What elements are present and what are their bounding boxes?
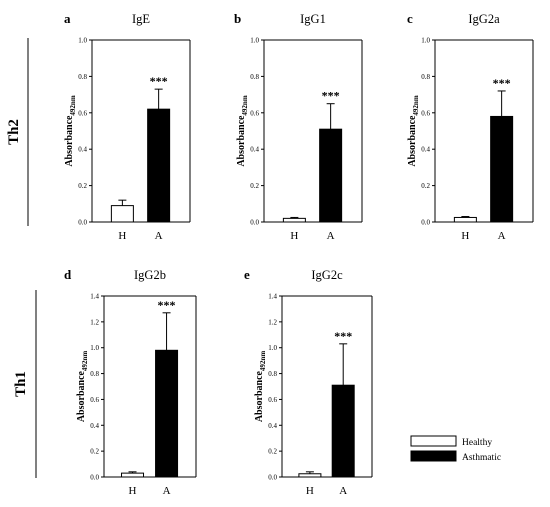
y-tick-label: 0.6 bbox=[421, 109, 430, 117]
y-tick-label: 0.4 bbox=[268, 422, 277, 430]
y-axis-label-main: Absorbance bbox=[236, 115, 247, 167]
bar-A bbox=[490, 115, 514, 223]
bar-H bbox=[282, 217, 306, 223]
y-axis-label-sub: 492nm bbox=[69, 95, 77, 115]
y-tick-label: 0.8 bbox=[78, 73, 87, 81]
significance-marker: *** bbox=[158, 298, 176, 312]
x-tick-label: A bbox=[155, 230, 163, 242]
group-label-th2: Th2 bbox=[6, 119, 22, 145]
x-tick-label: A bbox=[327, 230, 335, 242]
y-tick-label: 0.0 bbox=[421, 219, 430, 227]
y-tick-label: 0.2 bbox=[421, 182, 430, 190]
y-tick-label: 0.4 bbox=[90, 422, 99, 430]
y-axis-label-sub: 492nm bbox=[241, 95, 249, 115]
y-axis-label-sub: 492nm bbox=[81, 351, 89, 371]
y-tick-label: 0.2 bbox=[78, 182, 87, 190]
bar-A bbox=[155, 349, 179, 478]
y-tick-label: 1.2 bbox=[90, 318, 99, 326]
chart-title: IgG2b bbox=[134, 268, 166, 282]
y-axis-label-sub: 492nm bbox=[412, 95, 420, 115]
bar-A bbox=[331, 384, 355, 478]
chart-panel-d: d IgG2b 0.0 0.2 0.4 0.6 0.8 1.0 1.2 1.4 Absorbance… bbox=[64, 267, 197, 497]
bar-H bbox=[121, 472, 145, 478]
x-tick-label: A bbox=[163, 485, 171, 497]
y-tick-label: 0.2 bbox=[268, 448, 277, 456]
y-tick-label: 0.0 bbox=[90, 474, 99, 482]
chart-title: IgG2a bbox=[468, 12, 500, 26]
y-axis-label: Absorbance492nm bbox=[254, 351, 267, 423]
significance-marker: *** bbox=[334, 329, 352, 343]
y-tick-label: 1.4 bbox=[268, 293, 277, 301]
y-tick-label: 0.6 bbox=[268, 396, 277, 404]
x-tick-label: H bbox=[290, 230, 298, 242]
significance-marker: *** bbox=[322, 89, 340, 103]
chart-panel-e: e IgG2c 0.0 0.2 0.4 0.6 0.8 1.0 1.2 1.4 Absorbance… bbox=[244, 267, 373, 497]
y-tick-label: 0.4 bbox=[421, 146, 430, 154]
bar-H bbox=[110, 205, 134, 223]
bar-A bbox=[319, 128, 343, 223]
panel-letter: b bbox=[234, 11, 241, 26]
y-axis-label-main: Absorbance bbox=[76, 371, 87, 423]
y-tick-label: 0.0 bbox=[268, 474, 277, 482]
group-label-th1: Th1 bbox=[13, 371, 29, 397]
y-tick-label: 1.0 bbox=[78, 37, 87, 45]
y-tick-label: 0.2 bbox=[90, 448, 99, 456]
y-tick-label: 0.6 bbox=[90, 396, 99, 404]
significance-marker: *** bbox=[150, 74, 168, 88]
y-tick-label: 1.4 bbox=[90, 293, 99, 301]
y-tick-label: 1.0 bbox=[268, 344, 277, 352]
x-tick-label: H bbox=[306, 485, 314, 497]
x-tick-label: A bbox=[339, 485, 347, 497]
y-tick-label: 1.0 bbox=[250, 37, 259, 45]
panel-letter: a bbox=[64, 11, 71, 26]
panel-letter: e bbox=[244, 267, 250, 282]
panel-letter: d bbox=[64, 267, 72, 282]
chart-panel-c: c IgG2a 0.0 0.2 0.4 0.6 0.8 1.0 Absorbance492nm H… bbox=[407, 11, 534, 242]
y-axis-label-sub: 492nm bbox=[259, 351, 267, 371]
y-tick-label: 0.8 bbox=[250, 73, 259, 81]
y-tick-label: 0.4 bbox=[250, 146, 259, 154]
panel-letter: c bbox=[407, 11, 413, 26]
bar-H bbox=[298, 473, 322, 478]
y-axis-label: Absorbance492nm bbox=[407, 95, 420, 167]
y-axis-label-main: Absorbance bbox=[254, 371, 265, 423]
x-tick-label: A bbox=[498, 230, 506, 242]
y-axis-label: Absorbance492nm bbox=[236, 95, 249, 167]
y-tick-label: 0.0 bbox=[78, 219, 87, 227]
y-tick-label: 0.2 bbox=[250, 182, 259, 190]
y-tick-label: 0.6 bbox=[78, 109, 87, 117]
y-tick-label: 0.8 bbox=[268, 370, 277, 378]
y-tick-label: 0.4 bbox=[78, 146, 87, 154]
y-tick-label: 0.6 bbox=[250, 109, 259, 117]
legend-swatch-healthy bbox=[410, 435, 457, 447]
x-tick-label: H bbox=[461, 230, 469, 242]
y-axis-label: Absorbance492nm bbox=[64, 95, 77, 167]
chart-panel-a: a IgE 0.0 0.2 0.4 0.6 0.8 1.0 Absorbance492nm H **… bbox=[64, 11, 191, 242]
legend-label-asthmatic: Asthmatic bbox=[462, 453, 501, 463]
chart-title: IgE bbox=[132, 12, 150, 26]
significance-marker: *** bbox=[493, 76, 511, 90]
chart-panel-b: b IgG1 0.0 0.2 0.4 0.6 0.8 1.0 Absorbance492nm H *… bbox=[234, 11, 363, 242]
y-axis-label: Absorbance492nm bbox=[76, 351, 89, 423]
y-tick-label: 0.8 bbox=[90, 370, 99, 378]
legend-label-healthy: Healthy bbox=[462, 438, 492, 448]
x-tick-label: H bbox=[118, 230, 126, 242]
bar-H bbox=[453, 216, 477, 223]
y-tick-label: 1.0 bbox=[421, 37, 430, 45]
y-tick-label: 0.8 bbox=[421, 73, 430, 81]
legend-swatch-asthmatic bbox=[410, 450, 457, 462]
y-tick-label: 0.0 bbox=[250, 219, 259, 227]
y-axis-label-main: Absorbance bbox=[64, 115, 75, 167]
y-axis-label-main: Absorbance bbox=[407, 115, 418, 167]
chart-title: IgG1 bbox=[300, 12, 326, 26]
legend: Healthy Asthmatic bbox=[410, 435, 501, 463]
chart-title: IgG2c bbox=[311, 268, 343, 282]
bar-A bbox=[147, 108, 171, 223]
x-tick-label: H bbox=[129, 485, 137, 497]
y-tick-label: 1.0 bbox=[90, 344, 99, 352]
y-tick-label: 1.2 bbox=[268, 318, 277, 326]
